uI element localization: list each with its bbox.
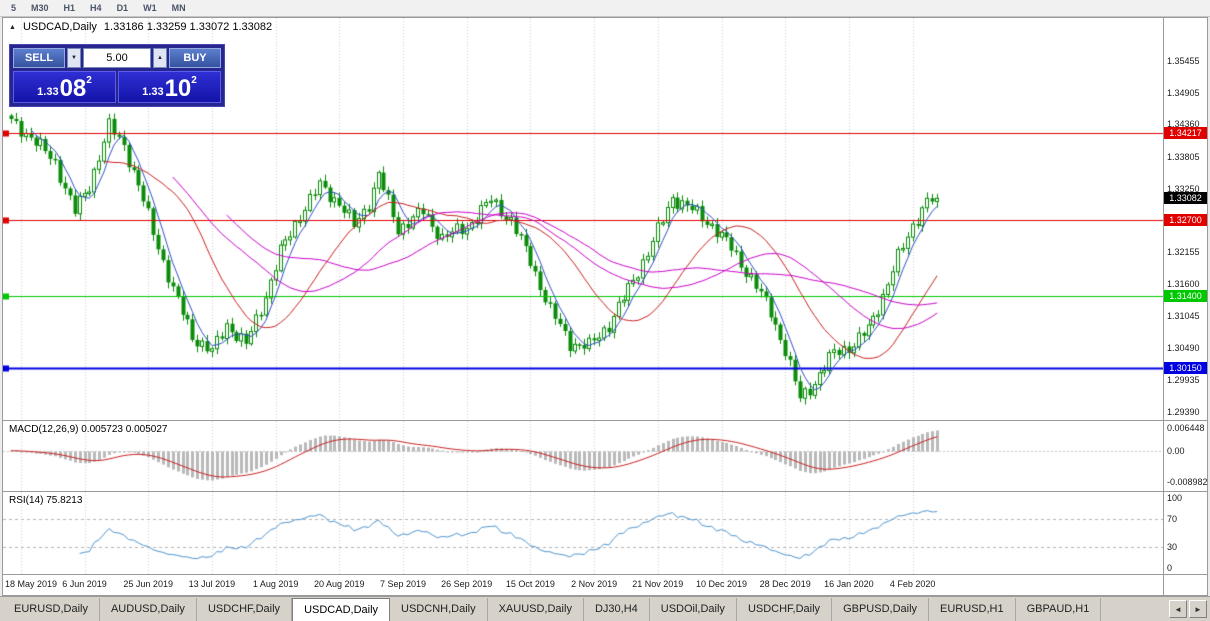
date-axis-label: 6 Jun 2019 (62, 579, 107, 589)
rsi-indicator-label: RSI(14) 75.8213 (9, 495, 83, 506)
buy-button[interactable]: BUY (169, 48, 221, 68)
macd-axis-tick: 0.006448 (1167, 423, 1205, 433)
period-button-5[interactable]: 5 (11, 3, 17, 13)
timeframe-toolbar: 5 M30 H1 H4 D1 W1 MN (0, 0, 1210, 17)
chart-tab-usdcad-daily[interactable]: USDCAD,Daily (292, 598, 391, 621)
price-axis-tick: 1.29390 (1167, 407, 1200, 417)
chart-tab-gbpaud-h1[interactable]: GBPAUD,H1 (1016, 598, 1102, 621)
sell-price-display[interactable]: 1.33 08 2 (13, 71, 116, 103)
price-line-tag: 1.34217 (1164, 127, 1207, 139)
date-axis-label: 2 Nov 2019 (571, 579, 618, 589)
price-axis-tick: 1.31045 (1167, 311, 1200, 321)
chart-ohlc-values: 1.33186 1.33259 1.33072 1.33082 (103, 21, 273, 33)
panel-divider-rsi-dates (3, 574, 1207, 575)
chart-tabs-bar: EURUSD,Daily AUDUSD,Daily USDCHF,Daily USDC… (0, 596, 1210, 621)
price-axis-tick: 1.34905 (1167, 88, 1200, 98)
sell-price-pipette: 2 (86, 75, 92, 86)
chart-tabs: EURUSD,Daily AUDUSD,Daily USDCHF,Daily USDC… (0, 598, 1166, 621)
rsi-axis-tick: 70 (1167, 514, 1178, 524)
date-axis-label: 25 Jun 2019 (123, 579, 173, 589)
rsi-indicator-canvas[interactable] (3, 492, 1163, 574)
price-axis-tick: 1.33250 (1167, 184, 1200, 194)
date-axis-label: 26 Sep 2019 (441, 579, 493, 589)
chart-tab-eurusd-daily[interactable]: EURUSD,Daily (3, 598, 100, 621)
current-price-tag: 1.33082 (1164, 192, 1207, 204)
chart-tab-eurusd-h1[interactable]: EURUSD,H1 (929, 598, 1016, 621)
panel-divider-macd-rsi[interactable] (3, 491, 1207, 492)
macd-indicator-label: MACD(12,26,9) 0.005723 0.005027 (9, 424, 168, 435)
trade-controls-row: SELL ▼ ▲ BUY (13, 48, 221, 68)
chart-tab-usdchf-daily[interactable]: USDCHF,Daily (737, 598, 833, 621)
date-axis-label: 1 Aug 2019 (252, 579, 299, 589)
date-axis-label: 10 Dec 2019 (695, 579, 748, 589)
price-axis-tick: 1.34360 (1167, 119, 1200, 129)
date-axis-label: 18 May 2019 (4, 579, 58, 589)
macd-indicator-canvas[interactable] (3, 421, 1163, 491)
lot-size-input[interactable] (83, 48, 151, 68)
chart-tab-dj30-h4[interactable]: DJ30,H4 (584, 598, 650, 621)
date-axis-label: 20 Aug 2019 (314, 579, 365, 589)
date-axis-label: 13 Jul 2019 (188, 579, 236, 589)
period-button-d1[interactable]: D1 (116, 3, 129, 13)
price-axis-tick: 1.31600 (1167, 279, 1200, 289)
price-line-tag: 1.32700 (1164, 214, 1207, 226)
chart-tab-audusd-daily[interactable]: AUDUSD,Daily (100, 598, 197, 621)
chart-symbol-label: USDCAD,Daily (22, 21, 97, 33)
trade-prices-row: 1.33 08 2 1.33 10 2 (13, 71, 221, 103)
date-axis-label: 28 Dec 2019 (759, 579, 811, 589)
tab-navigation: ◄ ► (1166, 600, 1210, 621)
rsi-axis-tick: 30 (1167, 542, 1178, 552)
chart-tab-usdchf-daily[interactable]: USDCHF,Daily (197, 598, 293, 621)
price-axis[interactable]: 1.35455 1.34905 1.34360 1.33805 1.33250 1.327… (1163, 18, 1208, 595)
period-button-h4[interactable]: H4 (90, 3, 102, 13)
period-button-w1[interactable]: W1 (143, 3, 157, 13)
price-axis-tick: 1.30490 (1167, 343, 1200, 353)
panel-divider-main-macd[interactable] (3, 420, 1207, 421)
buy-price-display[interactable]: 1.33 10 2 (118, 71, 221, 103)
sell-price-prefix: 1.33 (37, 86, 59, 98)
chart-tab-gbpusd-daily[interactable]: GBPUSD,Daily (832, 598, 930, 621)
tabs-scroll-right-button[interactable]: ► (1189, 600, 1207, 618)
rsi-axis-tick: 0 (1167, 563, 1173, 573)
chart-tab-usdcnh-daily[interactable]: USDCNH,Daily (390, 598, 488, 621)
macd-axis-tick: 0.00 (1167, 446, 1185, 456)
date-axis-label: 7 Sep 2019 (379, 579, 427, 589)
buy-price-big-digits: 10 (164, 75, 192, 102)
rsi-axis-tick: 100 (1167, 493, 1183, 503)
price-line-tag: 1.30150 (1164, 362, 1207, 374)
price-axis-tick: 1.32155 (1167, 247, 1200, 257)
price-axis-tick: 1.35455 (1167, 56, 1200, 66)
date-axis-label: 15 Oct 2019 (505, 579, 555, 589)
sell-button[interactable]: SELL (13, 48, 65, 68)
time-axis[interactable]: 18 May 2019 6 Jun 2019 25 Jun 2019 13 Jul 2… (3, 575, 1163, 595)
buy-price-pipette: 2 (191, 75, 197, 86)
one-click-trading-panel: SELL ▼ ▲ BUY 1.33 08 2 1.33 10 2 (9, 44, 225, 107)
date-axis-label: 4 Feb 2020 (889, 579, 936, 589)
price-axis-tick: 1.33805 (1167, 152, 1200, 162)
date-axis-label: 16 Jan 2020 (824, 579, 874, 589)
date-axis-label: 21 Nov 2019 (632, 579, 684, 589)
chart-title: ▲ USDCAD,Daily 1.33186 1.33259 1.33072 1… (9, 21, 272, 33)
chart-marker-icon: ▲ (9, 23, 16, 31)
price-axis-tick: 1.29935 (1167, 375, 1200, 385)
period-button-h1[interactable]: H1 (63, 3, 76, 13)
lot-increase-button[interactable]: ▲ (153, 48, 167, 68)
chart-window: 18 May 2019 6 Jun 2019 25 Jun 2019 13 Jul 2… (2, 17, 1208, 596)
price-line-tag: 1.31400 (1164, 290, 1207, 302)
chart-tab-usdoil-daily[interactable]: USDOil,Daily (650, 598, 737, 621)
tabs-scroll-left-button[interactable]: ◄ (1169, 600, 1187, 618)
chart-plot-area: 18 May 2019 6 Jun 2019 25 Jun 2019 13 Jul 2… (3, 18, 1163, 595)
chart-tab-xauusd-daily[interactable]: XAUUSD,Daily (488, 598, 584, 621)
period-button-mn[interactable]: MN (171, 3, 186, 13)
buy-price-prefix: 1.33 (142, 86, 164, 98)
period-button-m30[interactable]: M30 (31, 3, 49, 13)
sell-price-big-digits: 08 (59, 75, 87, 102)
macd-axis-tick: -0.008982 (1167, 477, 1208, 487)
lot-decrease-button[interactable]: ▼ (67, 48, 81, 68)
